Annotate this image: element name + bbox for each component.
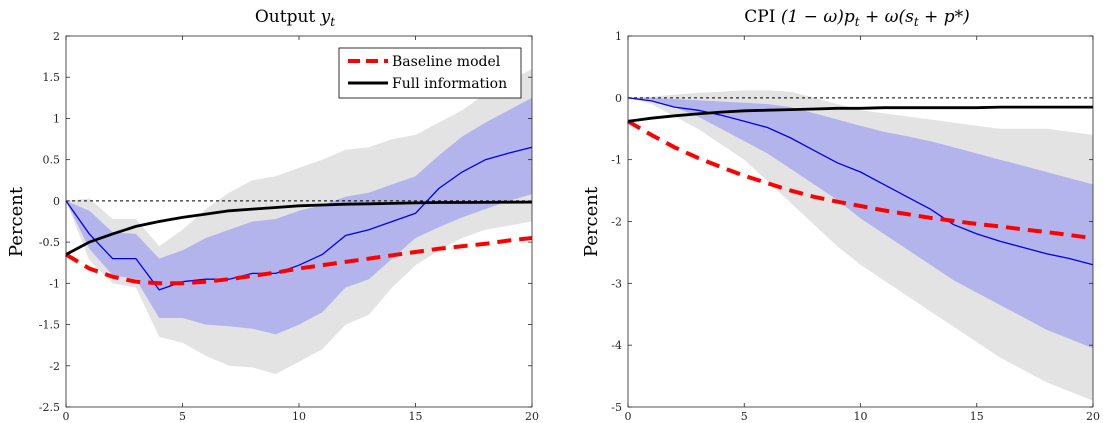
legend: Baseline model Full information	[338, 47, 522, 99]
cpi-full-information-line	[627, 105, 1093, 123]
cpi-y-tick-label: -4	[611, 339, 622, 352]
output-y-tick-label: 0	[53, 195, 60, 208]
output-x-tick-label: 20	[525, 410, 539, 423]
cpi-y-tick-label: -1	[611, 154, 622, 167]
cpi-x-tick-label: 10	[854, 410, 868, 423]
output-chart-title: Output yt	[255, 7, 335, 29]
output-y-tick-label: 2	[53, 30, 60, 43]
cpi-x-tick-label: 0	[625, 410, 632, 423]
output-x-tick-label: 15	[409, 410, 423, 423]
output-x-tick-label: 5	[179, 410, 186, 423]
output-panel: Output yt Percent 0 5 10 15 20 2 1.5 1 0.5 0 -0.5 -…	[6, 7, 539, 423]
cpi-baseline-model-line	[626, 119, 1094, 241]
output-y-tick-label: -1	[49, 277, 60, 290]
cpi-chart-title: CPI (1 − ω)pt + ω(st + p*)	[744, 7, 969, 29]
output-y-tick-label: -0.5	[39, 236, 60, 249]
cpi-y-tick-label: -5	[611, 401, 622, 414]
output-point-estimate-line	[65, 146, 533, 291]
legend-box	[338, 47, 522, 99]
cpi-y-axis-label: Percent	[581, 186, 602, 257]
cpi-point-estimate-line	[627, 97, 1094, 266]
cpi-x-tick-label: 20	[1086, 410, 1100, 423]
output-y-tick-label: 1	[53, 112, 60, 125]
output-full-information-line	[65, 200, 533, 256]
cpi-inner-band	[628, 97, 1093, 349]
cpi-panel: CPI (1 − ω)pt + ω(st + p*) Percent 0 5 10 1…	[581, 7, 1100, 423]
output-y-tick-label: -2.5	[39, 401, 60, 414]
cpi-x-tick-label: 5	[741, 410, 748, 423]
legend-full-info-label: Full information	[392, 76, 507, 92]
output-y-tick-label: -1.5	[39, 319, 60, 332]
cpi-y-tick-label: -2	[611, 216, 622, 229]
output-y-tick-label: 1.5	[43, 71, 61, 84]
output-y-tick-label: 0.5	[43, 154, 61, 167]
output-y-tick-label: -2	[49, 360, 60, 373]
cpi-y-tick-label: 0	[615, 92, 622, 105]
output-x-tick-label: 0	[63, 410, 70, 423]
cpi-y-tick-label: 1	[615, 30, 622, 43]
output-baseline-model-line	[64, 236, 533, 286]
legend-baseline-label: Baseline model	[392, 54, 501, 70]
output-y-axis-label: Percent	[6, 186, 27, 257]
cpi-y-tick-label: -3	[611, 277, 622, 290]
output-x-tick-label: 10	[292, 410, 306, 423]
cpi-x-tick-label: 15	[970, 410, 984, 423]
output-inner-band	[66, 97, 532, 335]
